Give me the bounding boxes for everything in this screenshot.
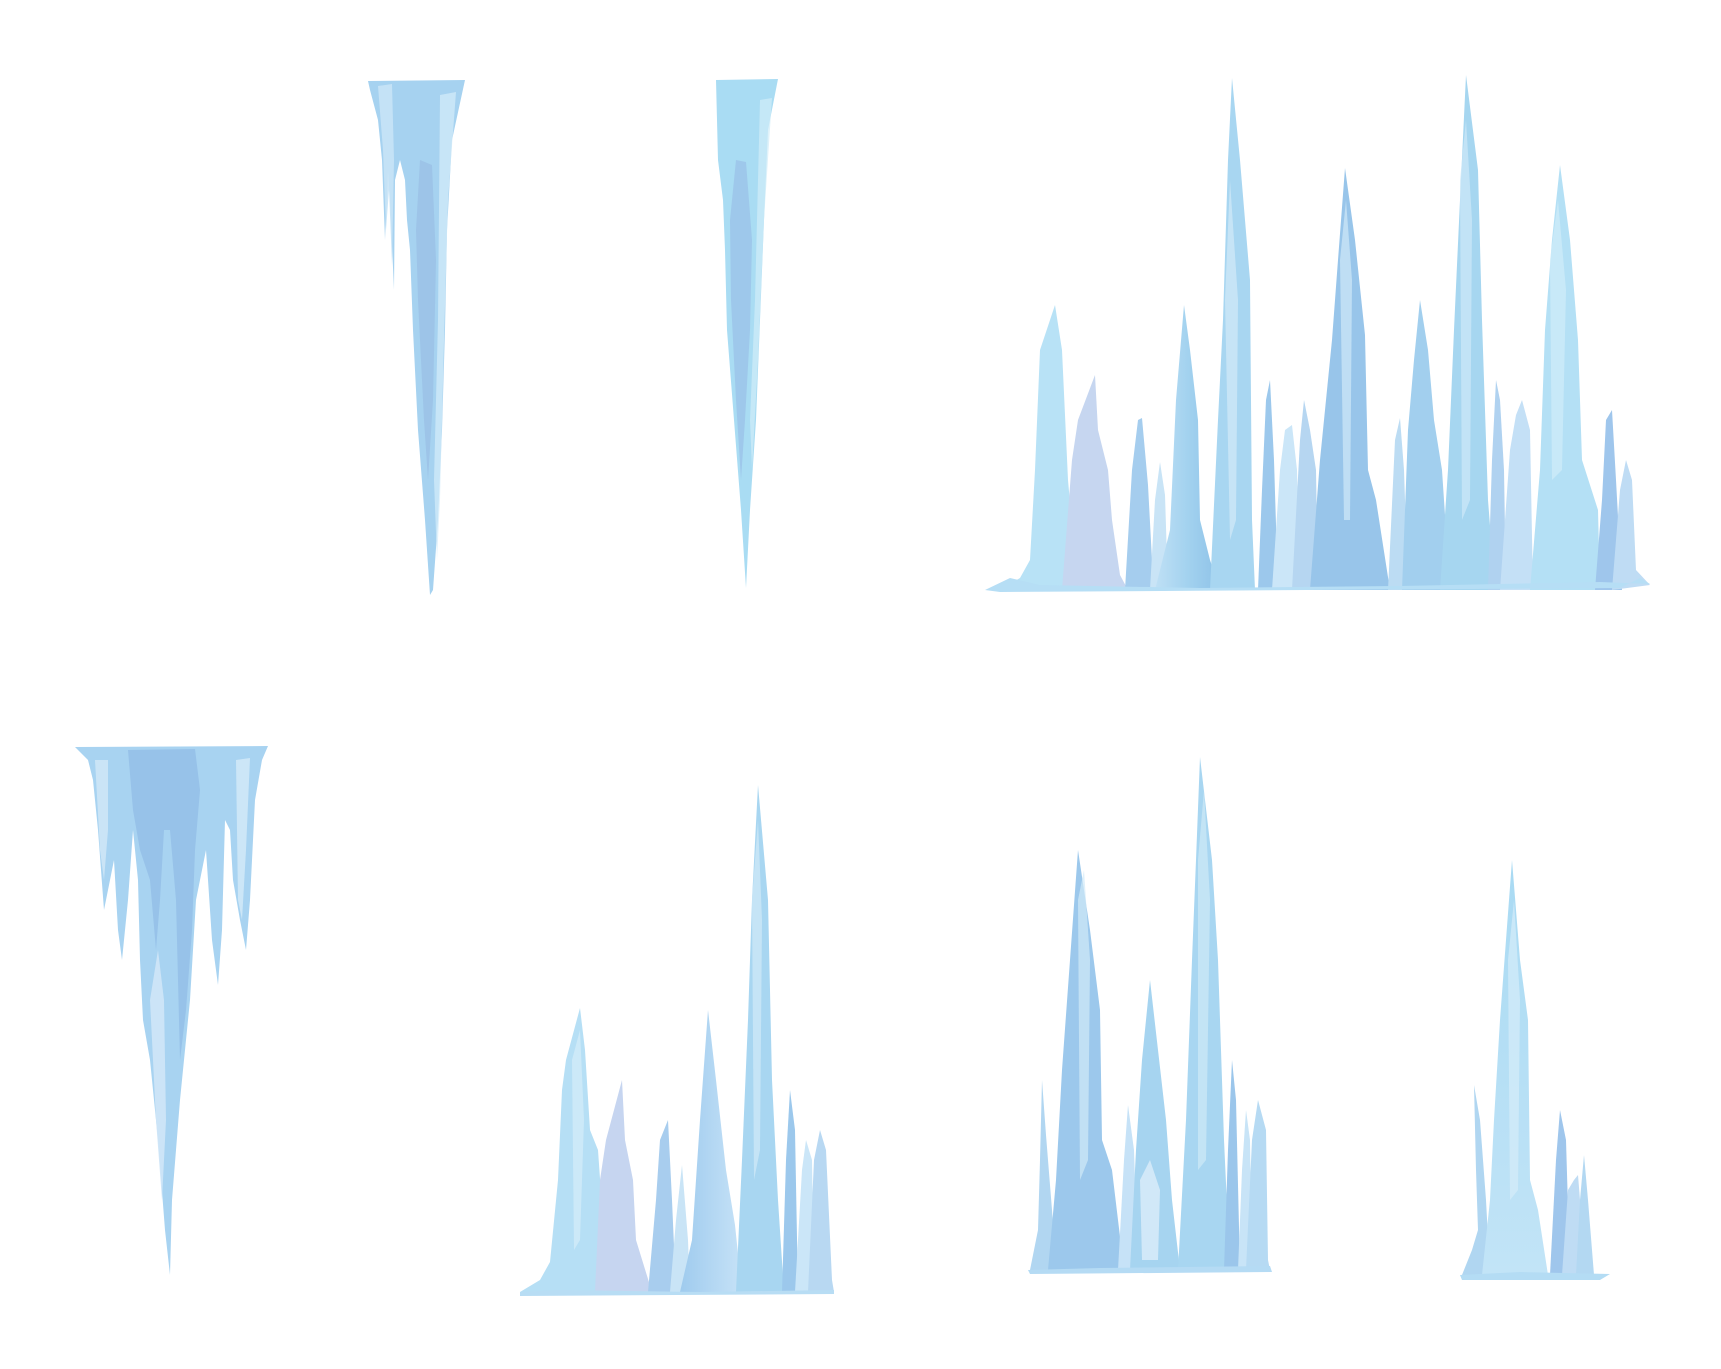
icicle-shade (730, 160, 752, 480)
crystal-spike (1595, 410, 1622, 590)
crystal-spike (1272, 425, 1300, 590)
hanging-icicle-cluster-wide (75, 746, 268, 1275)
crystal-spike (1488, 380, 1506, 590)
crystal-spike (1462, 1085, 1490, 1275)
crystal-spike (680, 1010, 742, 1292)
crystal-spike (1246, 1100, 1270, 1270)
crystal-spike (1125, 418, 1155, 590)
crystal-highlight (1078, 870, 1090, 1180)
icicle-body (75, 746, 268, 1275)
icicle-shade (128, 749, 200, 1060)
crystal-spike (808, 1130, 834, 1292)
icicle-shine (434, 92, 456, 560)
icicle-shine (750, 98, 772, 470)
crystal-spike (648, 1120, 676, 1292)
crystal-highlight (1198, 790, 1210, 1170)
crystal-spike (1612, 460, 1650, 590)
crystal-highlight (752, 820, 762, 1180)
crystal-spike (595, 1080, 652, 1292)
crystal-spike (1030, 1080, 1056, 1270)
crystal-spike (1062, 375, 1128, 590)
crystal-spike (1224, 1060, 1240, 1270)
crystal-spike (1530, 165, 1600, 590)
crystal-base (1028, 1266, 1272, 1274)
ice-crystal-row-large (985, 75, 1650, 592)
crystal-highlight (1140, 1160, 1160, 1260)
crystal-spike (670, 1165, 690, 1292)
crystal-spike (1576, 1155, 1594, 1275)
crystal-base (520, 1290, 834, 1296)
crystal-spike (1155, 305, 1220, 590)
ice-crystal-group-medium-left (520, 785, 834, 1296)
crystal-base (1460, 1272, 1610, 1280)
crystal-spike (1292, 400, 1318, 590)
crystal-highlight (572, 1030, 584, 1250)
crystal-highlight (1340, 200, 1352, 520)
crystal-spike (1402, 300, 1450, 590)
icicle-shade (416, 160, 436, 480)
crystal-spike (1000, 305, 1085, 590)
crystal-highlight (1550, 200, 1566, 480)
ice-crystal-group-small-right (1460, 860, 1610, 1280)
icicle-highlight (378, 84, 394, 265)
crystal-base (985, 578, 1650, 592)
hanging-icicle-single (716, 79, 778, 588)
ice-crystal-group-medium-center (1028, 757, 1272, 1274)
crystal-highlight (1508, 900, 1520, 1200)
crystal-spike (520, 1008, 620, 1292)
icicle-shine (95, 760, 108, 880)
crystal-spike (1388, 418, 1408, 590)
crystal-spike (782, 1090, 798, 1292)
crystal-spike (795, 1140, 814, 1292)
crystal-spike (1500, 400, 1533, 590)
icicle-shine (236, 758, 250, 920)
crystal-highlight (1460, 120, 1472, 520)
icicle-highlight (150, 950, 166, 1200)
crystal-highlight (1225, 180, 1238, 540)
hanging-icicle-cluster-narrow (368, 80, 465, 595)
crystal-spike (1258, 380, 1278, 590)
